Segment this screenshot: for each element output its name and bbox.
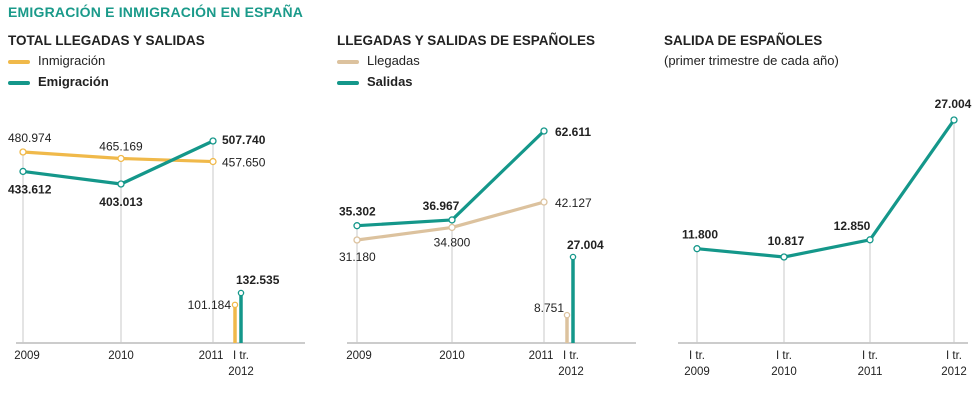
p2-point-sal-1 xyxy=(448,216,456,224)
p2-tick-label-2009: 2009 xyxy=(346,350,372,362)
p2-bar-cap-0 xyxy=(563,311,571,319)
legend-swatch-inmigracion xyxy=(8,59,30,64)
p2-label-lle-1: 34.800 xyxy=(434,235,471,249)
legend-label-llegadas: Llegadas xyxy=(367,53,420,68)
legend-label-emigracion: Emigración xyxy=(38,74,109,89)
p3-tick-label-itr-1: I tr. xyxy=(776,350,792,362)
p1-bar-label-1: 132.535 xyxy=(236,273,280,287)
legend-item-inmigracion: Inmigración xyxy=(8,53,105,69)
p1-label-inmi-2: 457.650 xyxy=(222,156,266,170)
p1-tick-label-2012: 2012 xyxy=(228,366,254,378)
p1-label-inmi-1: 465.169 xyxy=(99,139,143,153)
p3-label-0: 11.800 xyxy=(682,228,718,242)
panel-1-title: TOTAL LLEGADAS Y SALIDAS xyxy=(8,33,205,48)
p2-bar-label-1: 27.004 xyxy=(567,238,604,252)
p3-label-1: 10.817 xyxy=(768,234,805,248)
p2-label-sal-1: 36.967 xyxy=(423,199,460,213)
p2-label-sal-0: 35.302 xyxy=(339,205,376,219)
p3-label-3: 27.004 xyxy=(935,97,972,111)
p2-point-sal-0 xyxy=(353,222,361,230)
p2-tick-label-2010: 2010 xyxy=(439,350,465,362)
p2-point-lle-1 xyxy=(448,223,456,232)
p2-point-lle-2 xyxy=(540,198,548,206)
p3-tick-label-itr-3: I tr. xyxy=(946,350,962,362)
p2-point-lle-0 xyxy=(353,236,361,244)
p1-label-inmi-0: 480.974 xyxy=(8,131,52,145)
legend-swatch-salidas xyxy=(337,80,359,85)
p1-point-inmi-2 xyxy=(209,157,217,166)
p1-point-emi-0 xyxy=(19,167,27,176)
legend-item-salidas: Salidas xyxy=(337,74,413,90)
p1-bar-cap-0 xyxy=(231,301,239,309)
legend-item-emigracion: Emigración xyxy=(8,74,109,90)
p3-tick-label-2009: 2009 xyxy=(684,366,710,378)
legend-swatch-llegadas xyxy=(337,59,359,64)
p1-tick-label-2010: 2010 xyxy=(108,350,134,362)
p2-bar-label-0: 8.751 xyxy=(534,301,564,315)
p3-tick-label-2011: 2011 xyxy=(858,366,883,378)
p1-tick-label-itr: I tr. xyxy=(233,350,249,362)
p3-point-2 xyxy=(866,236,874,244)
panel-2-title: LLEGADAS Y SALIDAS DE ESPAÑOLES xyxy=(337,33,596,48)
p3-tick-label-2010: 2010 xyxy=(771,366,797,378)
p1-label-emi-1: 403.013 xyxy=(99,195,143,209)
p1-label-emi-0: 433.612 xyxy=(8,182,52,196)
p3-series-salidas xyxy=(696,119,956,259)
page-title: EMIGRACIÓN E INMIGRACIÓN EN ESPAÑA xyxy=(8,4,304,20)
p2-bar-cap-1 xyxy=(569,253,577,261)
p1-bar-label-0: 101.184 xyxy=(188,298,232,312)
p1-bar-cap-1 xyxy=(237,289,245,297)
p1-tick-label-2009: 2009 xyxy=(14,350,40,362)
p1-point-emi-2 xyxy=(209,137,217,145)
legend-label-salidas: Salidas xyxy=(367,74,413,89)
p1-tick-label-2011: 2011 xyxy=(199,350,224,362)
panel-3-subtitle: (primer trimestre de cada año) xyxy=(664,53,839,68)
p2-tick-label-2012: 2012 xyxy=(558,366,584,378)
panel-3-title: SALIDA DE ESPAÑOLES xyxy=(664,33,823,48)
p2-label-sal-2: 62.611 xyxy=(555,125,591,139)
p3-point-0 xyxy=(693,245,701,253)
p3-label-2: 12.850 xyxy=(834,219,871,233)
p2-tick-label-2011: 2011 xyxy=(529,350,554,362)
legend-swatch-emigracion xyxy=(8,80,30,85)
p2-point-sal-2 xyxy=(540,127,548,135)
p3-tick-label-itr-0: I tr. xyxy=(689,350,705,362)
p2-tick-label-itr: I tr. xyxy=(563,350,579,362)
p1-point-inmi-0 xyxy=(19,148,27,156)
p1-point-inmi-1 xyxy=(117,154,125,163)
p1-point-emi-1 xyxy=(117,180,125,188)
p3-tick-label-itr-2: I tr. xyxy=(862,350,878,362)
p3-point-1 xyxy=(780,253,788,261)
p2-label-lle-2: 42.127 xyxy=(555,196,592,210)
legend-item-llegadas: Llegadas xyxy=(337,53,420,69)
p3-point-3 xyxy=(950,116,958,124)
legend-label-inmigracion: Inmigración xyxy=(38,53,106,68)
p1-label-emi-2: 507.740 xyxy=(222,133,266,147)
p2-label-lle-0: 31.180 xyxy=(339,250,376,264)
p3-tick-label-2012: 2012 xyxy=(941,366,967,378)
